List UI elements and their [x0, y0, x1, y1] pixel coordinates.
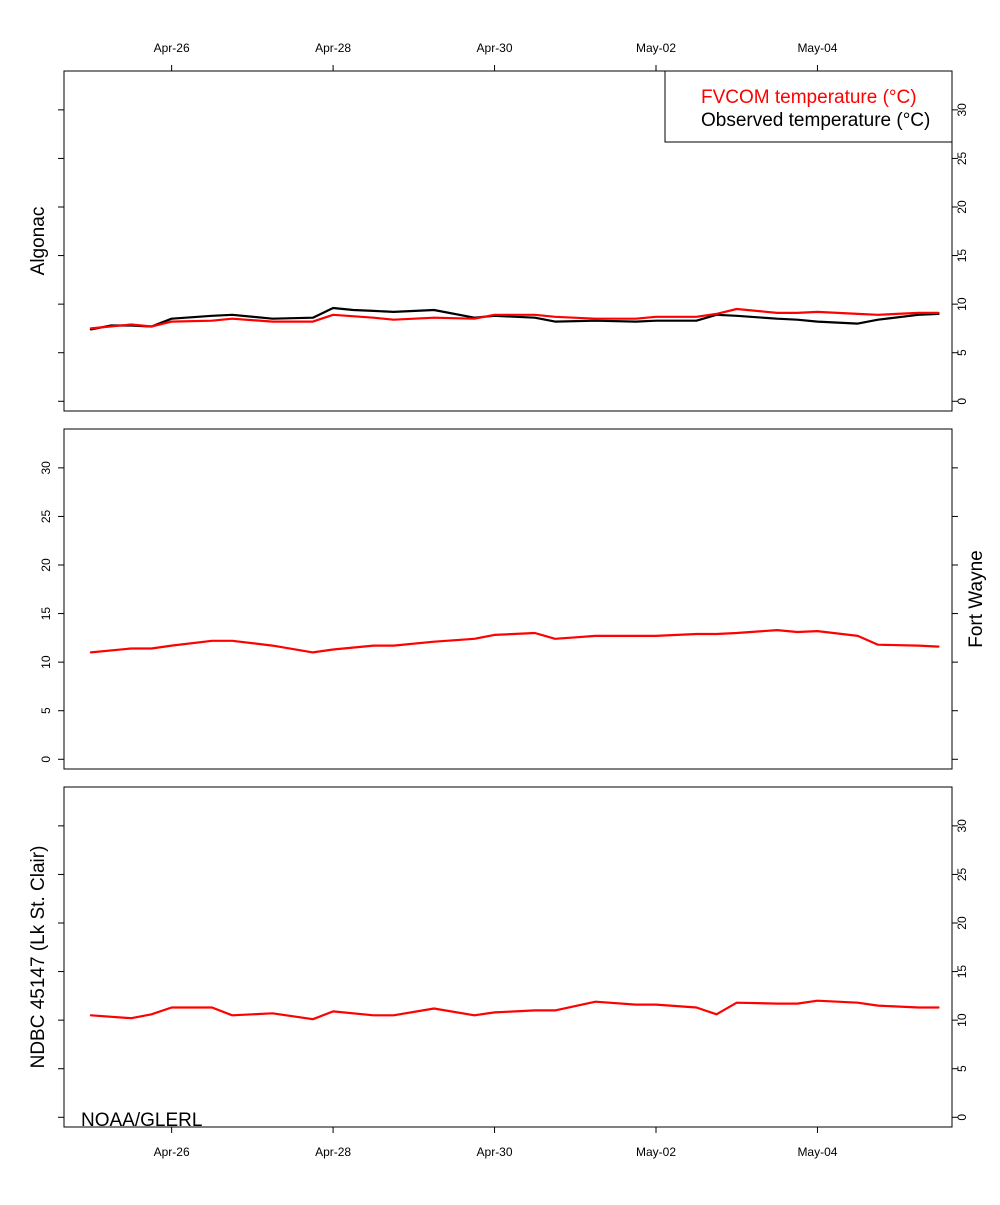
- series-line-fvcom: [89, 999, 940, 1021]
- y-tick-label: 30: [955, 819, 969, 833]
- x-tick-label-top: May-02: [636, 41, 676, 55]
- panel-3: 0 5 10 15 20 25 30 NDBC 45147 (Lk St. Clair): [28, 786, 969, 1128]
- y-tick-label: 10: [39, 655, 53, 669]
- y-tick-label: 5: [39, 707, 53, 714]
- y-tick-label: 30: [39, 461, 53, 475]
- y-tick-label: 25: [39, 509, 53, 523]
- y-tick-label: 0: [39, 756, 53, 763]
- legend: FVCOM temperature (°C)Observed temperatu…: [664, 70, 953, 143]
- plot-frame: [63, 70, 953, 412]
- y-tick-label: 20: [39, 558, 53, 572]
- y-tick-label: 0: [955, 1114, 969, 1121]
- x-tick-label-bottom: May-04: [797, 1145, 837, 1159]
- y-tick-label: 30: [955, 103, 969, 117]
- x-tick-label-top: May-04: [797, 41, 837, 55]
- y-tick-label: 15: [955, 965, 969, 979]
- series-line-fvcom: [89, 629, 940, 654]
- y-tick-label: 20: [955, 916, 969, 930]
- y-tick-label: 10: [955, 297, 969, 311]
- plot-frame: [63, 428, 953, 770]
- panel-2: 0 5 10 15 20 25 30 Fort Wayne: [39, 428, 987, 770]
- y-tick-label: 15: [39, 607, 53, 621]
- y-tick-label: 25: [955, 151, 969, 165]
- y-tick-label: 5: [955, 349, 969, 356]
- legend-entry: FVCOM temperature (°C): [701, 87, 917, 108]
- x-tick-label-top: Apr-28: [315, 41, 351, 55]
- series-line-fvcom: [89, 307, 940, 330]
- x-tick-label-top: Apr-30: [477, 41, 513, 55]
- x-tick-label-bottom: Apr-28: [315, 1145, 351, 1159]
- x-tick-label-bottom: Apr-30: [477, 1145, 513, 1159]
- x-tick-label-bottom: May-02: [636, 1145, 676, 1159]
- y-tick-label: 15: [955, 249, 969, 263]
- y-tick-label: 5: [955, 1065, 969, 1072]
- x-tick-label-bottom: Apr-26: [154, 1145, 190, 1159]
- legend-box: [664, 70, 953, 143]
- panel-label: NDBC 45147 (Lk St. Clair): [28, 846, 49, 1069]
- y-tick-label: 10: [955, 1013, 969, 1027]
- panel-label: Fort Wayne: [966, 550, 987, 648]
- y-tick-label: 0: [955, 398, 969, 405]
- plot-frame: [63, 786, 953, 1128]
- credit-text: NOAA/GLERL: [81, 1110, 202, 1131]
- y-tick-label: 25: [955, 867, 969, 881]
- y-tick-label: 20: [955, 200, 969, 214]
- x-tick-label-top: Apr-26: [154, 41, 190, 55]
- panel-1: 0 5 10 15 20 25 30 Algonac: [28, 70, 969, 412]
- panel-label: Algonac: [28, 207, 49, 276]
- legend-entry: Observed temperature (°C): [701, 110, 930, 131]
